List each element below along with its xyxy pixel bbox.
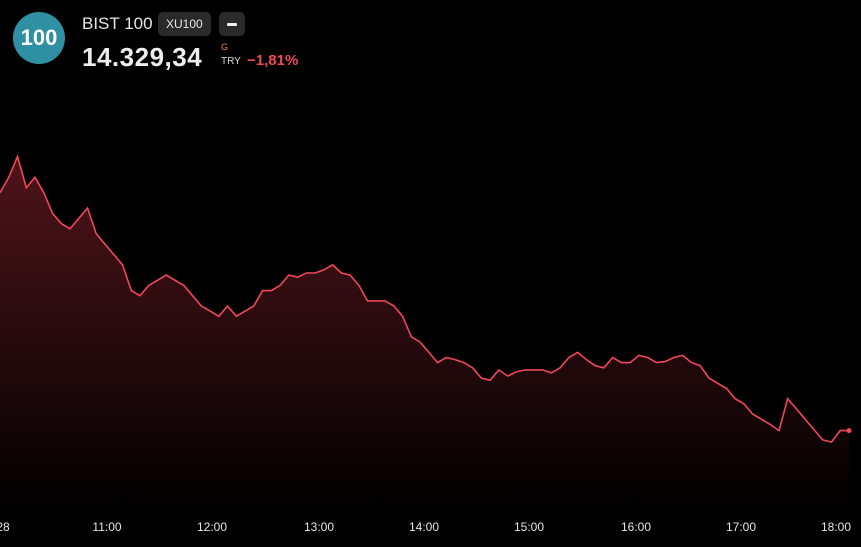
x-tick-label: 14:00	[408, 520, 440, 534]
minus-icon	[227, 22, 237, 26]
index-name: BIST 100	[82, 14, 153, 33]
ticker-badge[interactable]: XU100	[158, 12, 211, 36]
area-fill	[0, 156, 849, 512]
minus-button[interactable]	[219, 12, 245, 36]
index-logo: 100	[13, 12, 65, 64]
percent-change: −1,81%	[247, 52, 299, 69]
x-tick-label: 16:00	[620, 520, 652, 534]
g-label: G	[221, 42, 229, 52]
x-tick-label: 15:00	[513, 520, 545, 534]
x-tick-label: 17:00	[725, 520, 757, 534]
x-tick-label: 12:00	[196, 520, 228, 534]
data-point	[846, 428, 852, 434]
current-price: 14.329,34	[82, 42, 203, 72]
x-tick-label: 13:00	[303, 520, 335, 534]
x-tick-label: 28	[0, 520, 10, 534]
x-tick-label: 18:00	[820, 520, 852, 534]
currency-label: TRY	[221, 56, 241, 67]
price-line	[0, 154, 849, 443]
x-tick-label: 11:00	[92, 520, 122, 534]
